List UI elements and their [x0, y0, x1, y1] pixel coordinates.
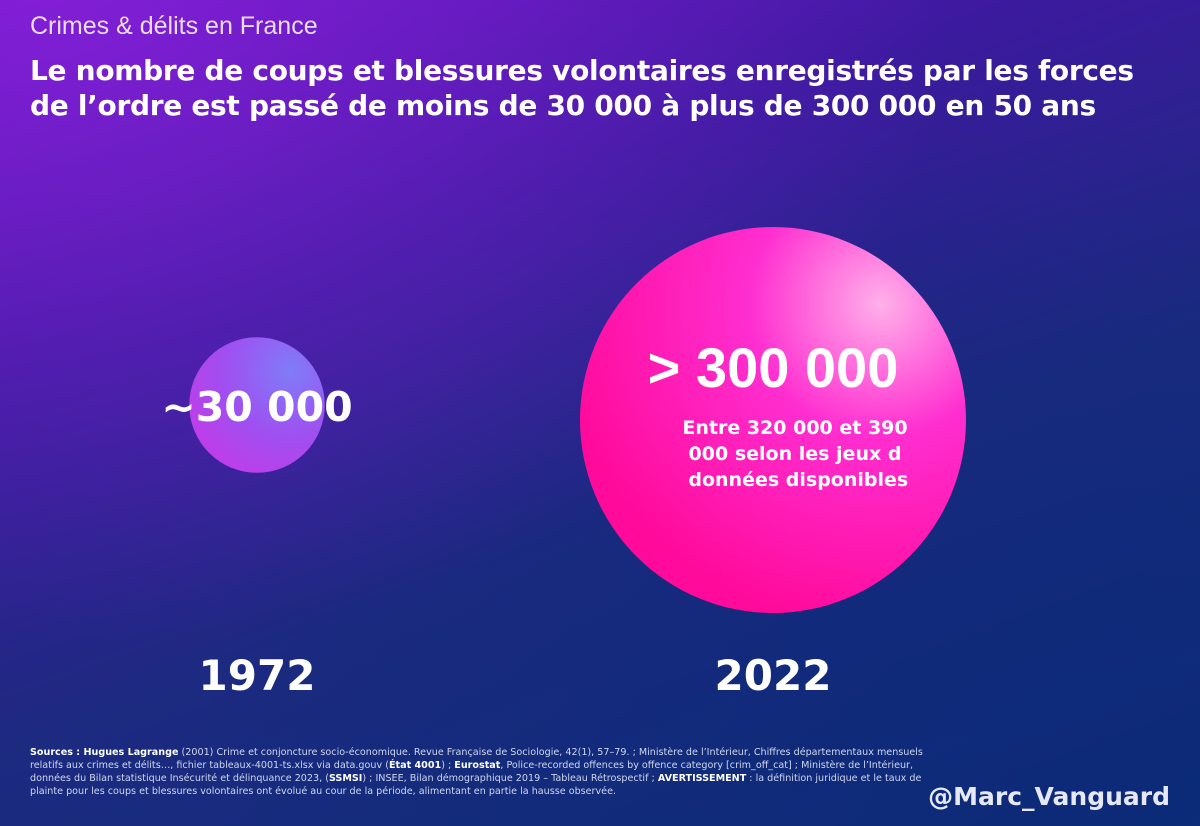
- bubble-1972: [189, 337, 325, 473]
- supertitle: Crimes & délits en France: [30, 12, 318, 40]
- author-handle: @Marc_Vanguard: [928, 782, 1170, 811]
- sources-bold-1: État 4001: [388, 760, 442, 771]
- sources-bold-0: Sources : Hugues Lagrange: [30, 747, 179, 758]
- sources-text-1: ) ;: [441, 760, 455, 771]
- sources-bold-3: SSMSI: [328, 773, 363, 784]
- category-label-1972: 1972: [199, 651, 316, 700]
- sources-text-3: ) ; INSEE, Bilan démographique 2019 – Ta…: [362, 773, 658, 784]
- sources-text-4: : la définition juridique et le taux de …: [30, 773, 922, 797]
- chart-title: Le nombre de coups et blessures volontai…: [30, 54, 1134, 122]
- category-label-2022: 2022: [715, 651, 832, 700]
- annotation-2022: Entre 320 000 et 390 000 selon les jeux d…: [682, 417, 908, 491]
- sources-bold-2: Eurostat: [454, 760, 501, 771]
- value-label-1972: ~30 000: [161, 383, 352, 431]
- value-label-2022: > 300 000: [648, 336, 899, 399]
- sources-text-0: (2001) Crime et conjoncture socio-économ…: [30, 747, 923, 771]
- sources-text-2: , Police-recorded offences by offence ca…: [30, 760, 914, 784]
- sources-bold-4: AVERTISSEMENT: [657, 773, 747, 784]
- sources-note: Sources : Hugues Lagrange (2001) Crime e…: [30, 746, 930, 798]
- bubble-2022: [580, 227, 966, 613]
